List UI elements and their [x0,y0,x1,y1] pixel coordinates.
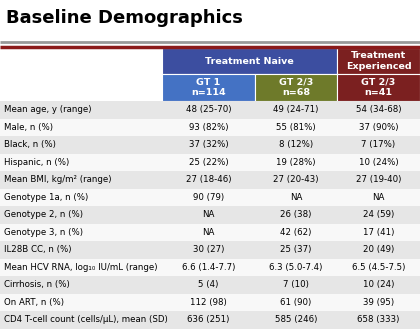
Text: 27 (18-46): 27 (18-46) [186,175,231,184]
Text: GT 2/3
n=41: GT 2/3 n=41 [361,78,396,97]
Bar [337,74,420,101]
Text: Hispanic, n (%): Hispanic, n (%) [4,158,69,167]
Text: 25 (37): 25 (37) [280,245,312,254]
Bar [0,241,420,259]
Text: GT 2/3
n=68: GT 2/3 n=68 [279,78,313,97]
Text: 42 (62): 42 (62) [280,228,312,237]
Text: 19 (28%): 19 (28%) [276,158,316,167]
Bar [0,171,420,188]
Text: 7 (17%): 7 (17%) [362,140,396,149]
Text: Genotype 1a, n (%): Genotype 1a, n (%) [4,193,88,202]
Text: 93 (82%): 93 (82%) [189,123,228,132]
Text: Treatment Naive: Treatment Naive [205,57,294,66]
Text: Mean age, y (range): Mean age, y (range) [4,105,92,114]
Text: 24 (59): 24 (59) [363,210,394,219]
Text: IL28B CC, n (%): IL28B CC, n (%) [4,245,71,254]
Text: 112 (98): 112 (98) [190,298,227,307]
Text: 49 (24-71): 49 (24-71) [273,105,319,114]
Text: NA: NA [202,228,215,237]
Bar [337,48,420,74]
Text: GT 1
n=114: GT 1 n=114 [191,78,226,97]
Bar [0,206,420,223]
Text: 7 (10): 7 (10) [283,280,309,289]
Bar [255,74,337,101]
Bar [0,259,420,276]
Text: 25 (22%): 25 (22%) [189,158,228,167]
Text: Genotype 2, n (%): Genotype 2, n (%) [4,210,83,219]
Text: Cirrhosis, n (%): Cirrhosis, n (%) [4,280,70,289]
Bar [0,101,420,118]
Text: 6.5 (4.5-7.5): 6.5 (4.5-7.5) [352,263,405,272]
Text: 27 (19-40): 27 (19-40) [356,175,401,184]
Text: 55 (81%): 55 (81%) [276,123,316,132]
Text: NA: NA [202,210,215,219]
Text: 39 (95): 39 (95) [363,298,394,307]
Text: Mean HCV RNA, log₁₀ IU/mL (range): Mean HCV RNA, log₁₀ IU/mL (range) [4,263,157,272]
Text: 10 (24%): 10 (24%) [359,158,398,167]
Text: Treatment
Experienced: Treatment Experienced [346,51,411,71]
Text: 90 (79): 90 (79) [193,193,224,202]
Text: NA: NA [372,193,385,202]
Text: 37 (32%): 37 (32%) [189,140,228,149]
Text: Male, n (%): Male, n (%) [4,123,53,132]
Bar [0,154,420,171]
Bar [0,223,420,241]
Text: 54 (34-68): 54 (34-68) [356,105,401,114]
Bar [0,118,420,136]
Bar [162,74,255,101]
Bar [0,188,420,206]
Text: 585 (246): 585 (246) [275,315,317,324]
Text: 27 (20-43): 27 (20-43) [273,175,319,184]
Text: Genotype 3, n (%): Genotype 3, n (%) [4,228,83,237]
Text: 10 (24): 10 (24) [363,280,394,289]
Bar [0,276,420,294]
Text: 17 (41): 17 (41) [363,228,394,237]
Bar [162,48,337,74]
Text: 8 (12%): 8 (12%) [279,140,313,149]
Text: 658 (333): 658 (333) [357,315,400,324]
Text: CD4 T-cell count (cells/µL), mean (SD): CD4 T-cell count (cells/µL), mean (SD) [4,315,168,324]
Text: Black, n (%): Black, n (%) [4,140,56,149]
Text: 6.3 (5.0-7.4): 6.3 (5.0-7.4) [269,263,323,272]
Bar [0,311,420,328]
Text: 30 (27): 30 (27) [193,245,224,254]
Text: Mean BMI, kg/m² (range): Mean BMI, kg/m² (range) [4,175,111,184]
Text: 636 (251): 636 (251) [187,315,230,324]
Text: On ART, n (%): On ART, n (%) [4,298,64,307]
Text: Baseline Demographics: Baseline Demographics [6,9,243,27]
Text: 20 (49): 20 (49) [363,245,394,254]
Text: 6.6 (1.4-7.7): 6.6 (1.4-7.7) [182,263,235,272]
Text: 48 (25-70): 48 (25-70) [186,105,231,114]
Text: 26 (38): 26 (38) [280,210,312,219]
Text: 37 (90%): 37 (90%) [359,123,398,132]
Text: 61 (90): 61 (90) [281,298,312,307]
Text: 5 (4): 5 (4) [198,280,219,289]
Bar [0,294,420,311]
Bar [0,136,420,154]
Text: NA: NA [290,193,302,202]
